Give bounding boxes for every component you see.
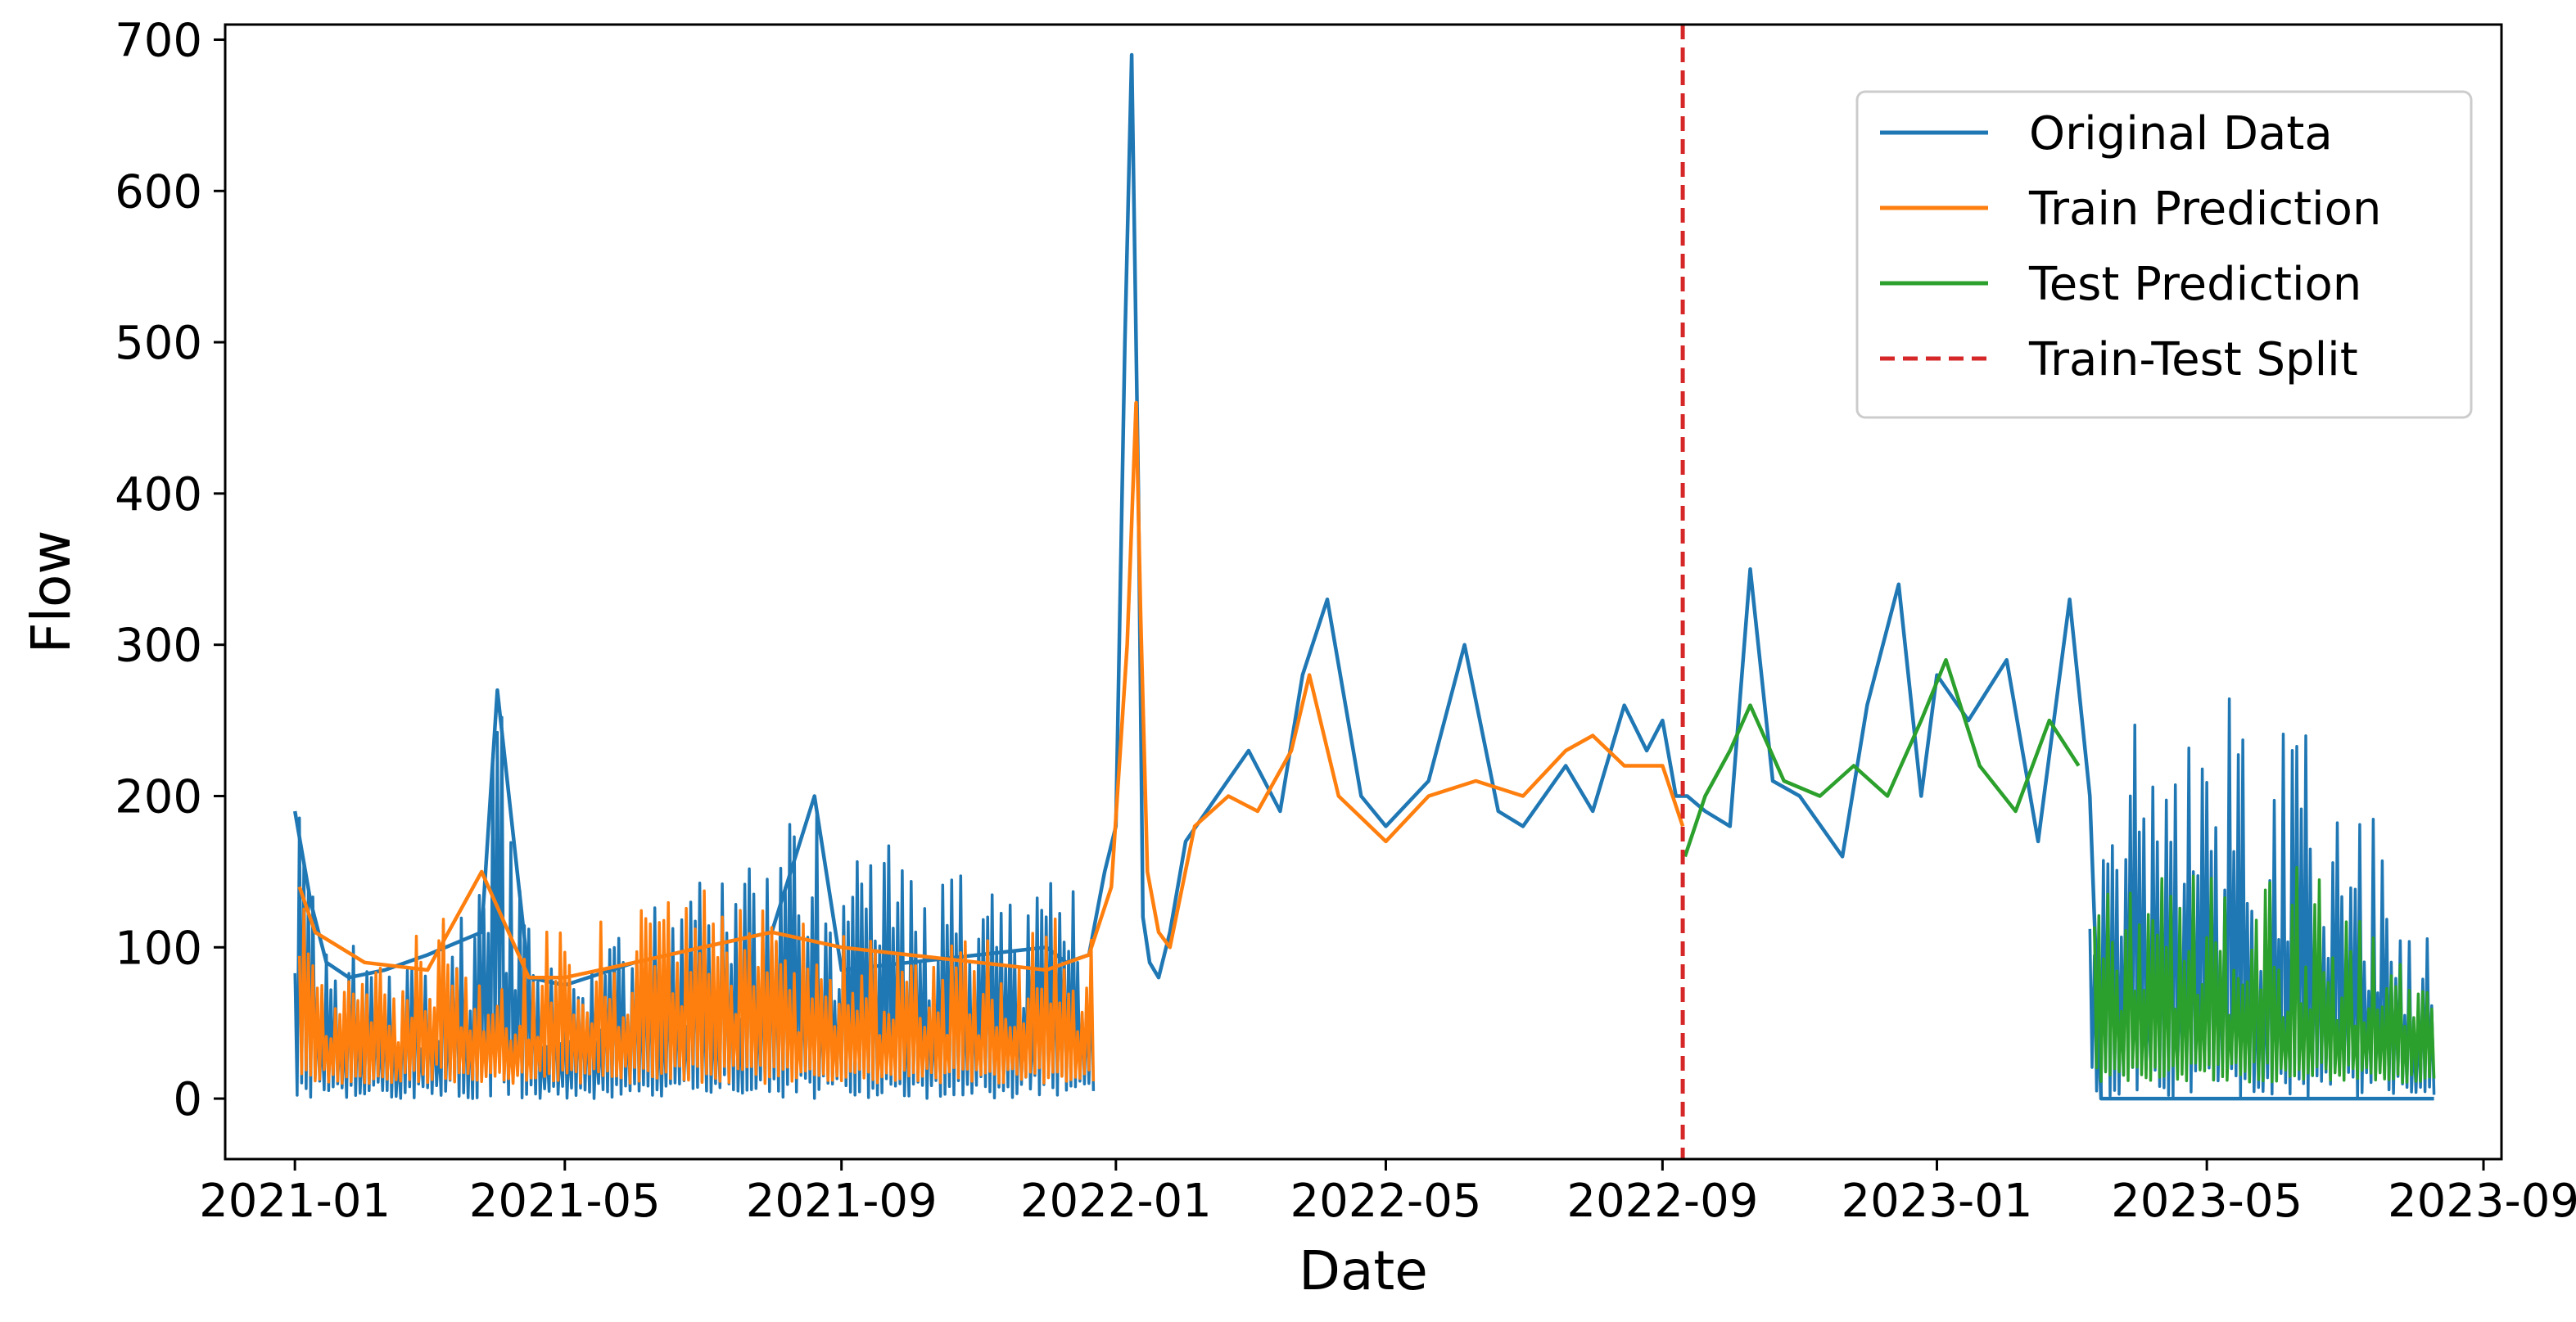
x-axis-ticks: 2021-01 2021-05 2021-09 2022-01 2022-05 2022-…	[199, 1159, 2576, 1228]
legend-box	[1855, 90, 2473, 419]
legend-label: Original Data	[2029, 107, 2333, 160]
x-tick-label: 2021-01	[199, 1175, 391, 1228]
series-line-2	[1683, 657, 2081, 858]
plot-area	[292, 25, 2436, 1159]
y-tick-label: 200	[115, 770, 202, 823]
y-tick-label: 500	[115, 317, 202, 370]
y-axis-ticks: 0 100 200 300 400 500 600 700	[115, 14, 225, 1126]
y-tick-label: 700	[115, 14, 202, 67]
x-tick-label: 2023-01	[1842, 1175, 2033, 1228]
y-tick-label: 300	[115, 620, 202, 673]
y-axis-label: Flow	[20, 530, 83, 654]
legend-label: Train Prediction	[2028, 183, 2381, 236]
y-tick-label: 400	[115, 468, 202, 521]
y-tick-label: 100	[115, 922, 202, 975]
legend-label: Test Prediction	[2028, 258, 2361, 311]
x-tick-label: 2022-01	[1020, 1175, 1212, 1228]
series-line-1	[297, 400, 1685, 980]
legend: Original Data Train Prediction Test Predic…	[1855, 90, 2473, 419]
y-tick-label: 600	[115, 165, 202, 219]
x-tick-label: 2021-05	[469, 1175, 661, 1228]
series-band-1-0	[297, 889, 1096, 1085]
x-tick-label: 2022-05	[1290, 1175, 1481, 1228]
x-tick-label: 2023-09	[2388, 1175, 2576, 1228]
x-tick-label: 2021-09	[746, 1175, 938, 1228]
x-tick-label: 2023-05	[2111, 1175, 2303, 1228]
series-band-2-0	[2093, 865, 2436, 1085]
y-tick-label: 0	[173, 1073, 202, 1126]
x-tick-label: 2022-09	[1566, 1175, 1758, 1228]
plot-frame	[224, 23, 2503, 1161]
x-axis-label: Date	[1299, 1239, 1428, 1302]
legend-label: Train-Test Split	[2028, 333, 2358, 386]
